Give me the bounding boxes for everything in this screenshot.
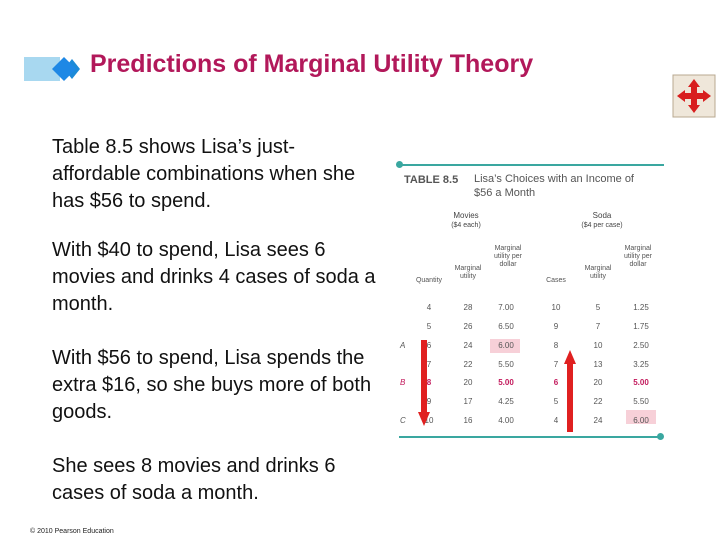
paragraph-2: With $40 to spend, Lisa sees 6 movies an… — [52, 239, 376, 315]
table-8-5: TABLE 8.5 Lisa’s Choices with an Income … — [396, 160, 666, 440]
col-marginal-utility: Marginal utility — [454, 265, 482, 280]
slide-title: Predictions of Marginal Utility Theory — [90, 50, 534, 78]
top-rule — [399, 164, 664, 166]
paragraph-3: With $56 to spend, Lisa spends the extra… — [52, 347, 372, 423]
col-cases: Cases — [546, 277, 566, 284]
col-soda-mu-per-dollar: Marginal utility per dollar — [623, 245, 652, 268]
movies-down-arrow-icon — [418, 340, 430, 426]
table-label: TABLE 8.5 — [404, 174, 459, 186]
col-mu-per-dollar: Marginal utility per dollar — [493, 245, 522, 268]
rule-dot-bottom — [657, 433, 664, 440]
soda-group-header: Soda — [592, 211, 612, 220]
copyright-footer: © 2010 Pearson Education — [30, 528, 114, 535]
bottom-rule — [399, 436, 661, 438]
movies-price: ($4 each) — [451, 222, 481, 229]
row-label-c: C — [400, 416, 406, 425]
title-bullet-icon — [24, 57, 80, 81]
soda-price: ($4 per case) — [581, 222, 623, 229]
col-quantity: Quantity — [415, 277, 443, 284]
table-caption-line2: $56 a Month — [474, 187, 536, 199]
highlight-a-mud — [490, 339, 520, 353]
movies-group-header: Movies — [453, 211, 479, 220]
table-caption-line1: Lisa’s Choices with an Income of — [474, 173, 634, 185]
move-arrows-icon[interactable] — [672, 74, 716, 118]
soda-up-arrow-icon — [564, 350, 576, 432]
highlight-c-smud — [626, 410, 656, 424]
row-label-b: B — [400, 378, 406, 387]
paragraph-4: She sees 8 movies and drinks 6 cases of … — [52, 455, 336, 504]
col-soda-marginal-utility: Marginal utility — [584, 265, 612, 280]
paragraph-1: Table 8.5 shows Lisa’s just-affordable c… — [52, 136, 356, 212]
row-label-a: A — [400, 341, 406, 350]
